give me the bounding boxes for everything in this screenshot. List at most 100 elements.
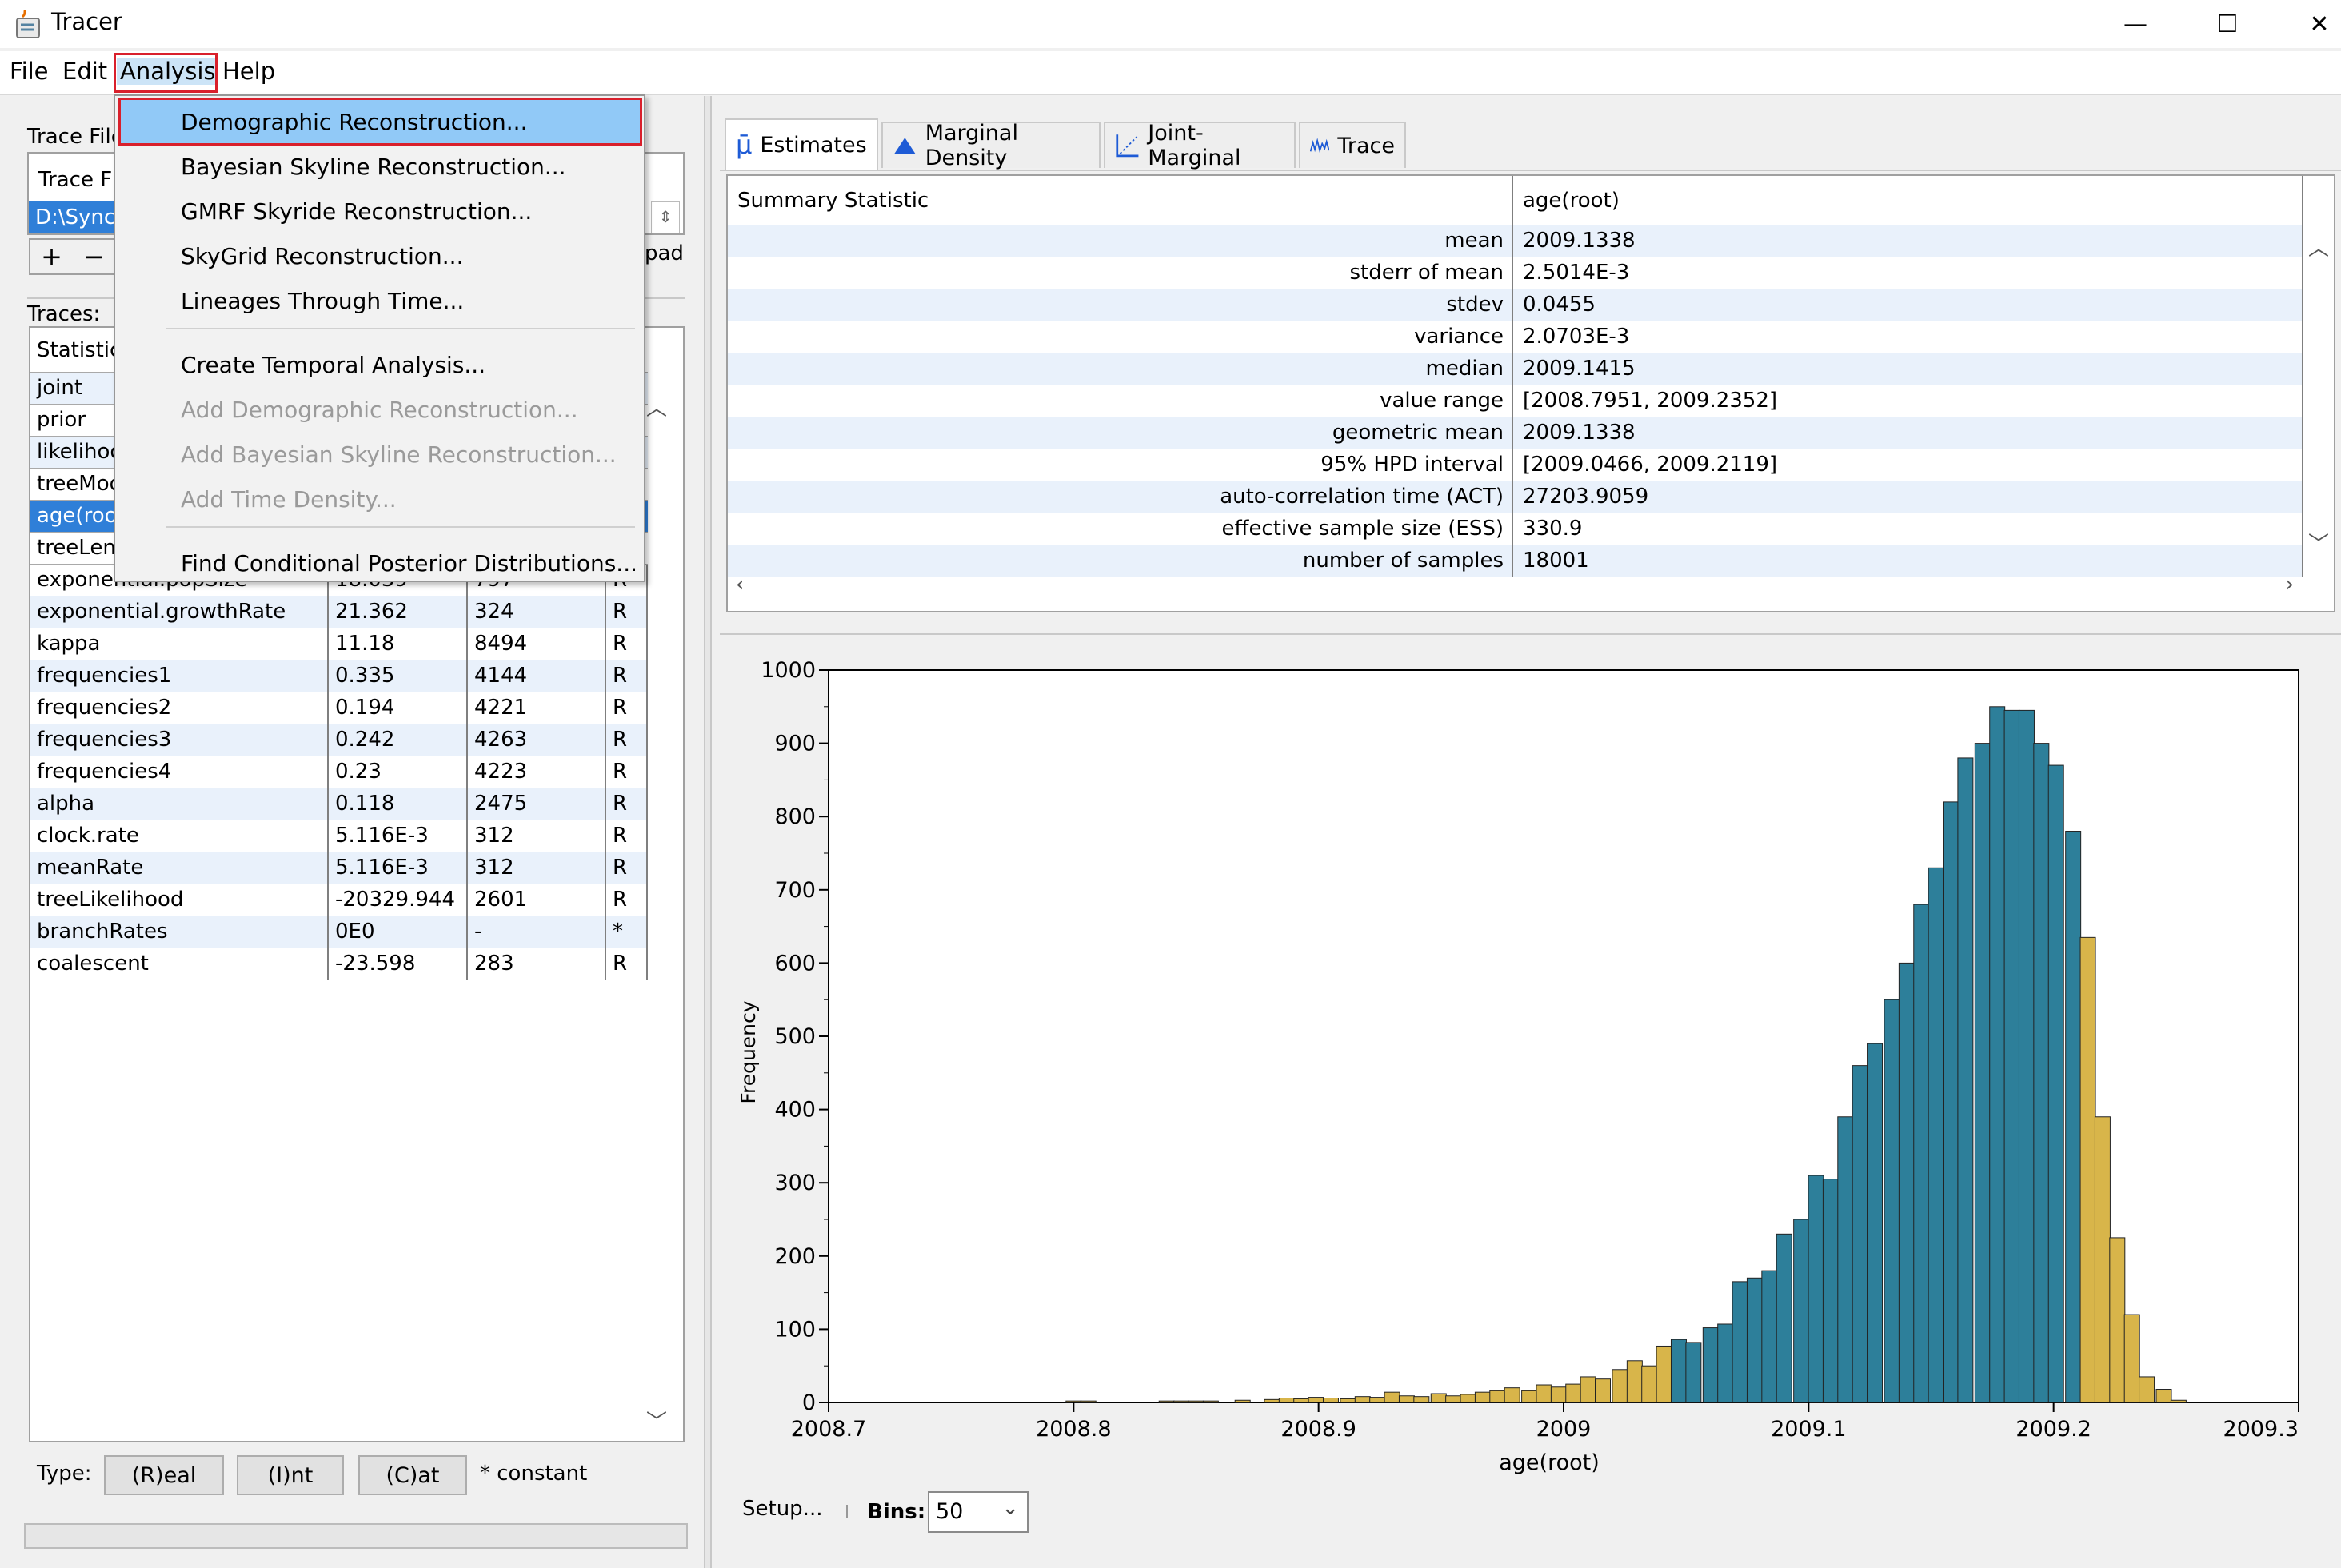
summary-row[interactable]: median 2009.1415 bbox=[728, 353, 2303, 385]
tab-estimates[interactable]: μ̄ Estimates bbox=[725, 118, 878, 170]
histogram-bar bbox=[2079, 936, 2096, 1403]
histogram-bar bbox=[1521, 1390, 1538, 1403]
menu-analysis[interactable]: Analysis bbox=[117, 58, 219, 85]
summary-row[interactable]: auto-correlation time (ACT) 27203.9059 bbox=[728, 481, 2303, 513]
traces-vertical-scrollbar[interactable]: ︿ ﹀ bbox=[640, 328, 683, 1439]
maximize-button[interactable]: ☐ bbox=[2216, 10, 2239, 38]
trace-ess: 4223 bbox=[468, 756, 606, 788]
menu-edit[interactable]: Edit bbox=[62, 58, 108, 85]
histogram-bar bbox=[2123, 1314, 2140, 1403]
title-bar bbox=[0, 0, 2341, 48]
trace-row[interactable]: frequencies3 0.242 4263 R bbox=[30, 724, 648, 756]
chevron-down-icon: ⌄ bbox=[1001, 1496, 1019, 1520]
trace-row[interactable]: branchRates 0E0- * bbox=[30, 916, 648, 948]
summary-stat-value: 27203.9059 bbox=[1513, 481, 2303, 513]
summary-row[interactable]: 95% HPD interval [2009.0466, 2009.2119] bbox=[728, 449, 2303, 481]
type-int-button[interactable]: (I)nt bbox=[237, 1455, 344, 1495]
tab-trace[interactable]: Trace bbox=[1299, 122, 1406, 168]
tab-marginal-density-label: Marginal Density bbox=[925, 121, 1018, 170]
scroll-down-icon[interactable]: ﹀ bbox=[646, 1410, 668, 1434]
trace-type: R bbox=[606, 596, 648, 628]
histogram-bar bbox=[1354, 1396, 1371, 1403]
scroll-up-icon[interactable]: ︿ bbox=[646, 397, 668, 421]
trace-name: meanRate bbox=[30, 852, 329, 884]
menu-file[interactable]: File bbox=[10, 58, 49, 85]
summary-scroll-left-icon[interactable]: ‹ bbox=[736, 573, 745, 596]
histogram-bar bbox=[1565, 1383, 1582, 1403]
progress-bar bbox=[24, 1523, 688, 1549]
y-axis-label: Frequency bbox=[737, 1000, 760, 1103]
trace-row[interactable]: alpha 0.118 2475 R bbox=[30, 788, 648, 820]
density-icon bbox=[893, 138, 916, 154]
analysis-menu-item[interactable]: Bayesian Skyline Reconstruction... bbox=[181, 154, 566, 180]
summary-stat-value: 2009.1415 bbox=[1513, 353, 2303, 385]
histogram-bar bbox=[1656, 1345, 1672, 1403]
analysis-menu-item[interactable]: SkyGrid Reconstruction... bbox=[181, 243, 464, 269]
x-tick-label: 2008.7 bbox=[791, 1417, 866, 1442]
summary-row[interactable]: geometric mean 2009.1338 bbox=[728, 417, 2303, 449]
trace-icon bbox=[1310, 138, 1330, 154]
tab-marginal-density[interactable]: Marginal Density bbox=[881, 121, 1101, 170]
type-cat-button[interactable]: (C)at bbox=[358, 1455, 467, 1495]
add-trace-button[interactable]: + bbox=[41, 241, 62, 272]
summary-scroll-down-icon[interactable]: ﹀ bbox=[2307, 533, 2329, 557]
summary-row[interactable]: stderr of mean 2.5014E-3 bbox=[728, 257, 2303, 289]
split-pane-divider[interactable] bbox=[704, 96, 712, 1568]
trace-row[interactable]: clock.rate 5.116E-3 312 R bbox=[30, 820, 648, 852]
histogram-bar bbox=[1928, 867, 1944, 1403]
type-real-button[interactable]: (R)eal bbox=[104, 1455, 224, 1495]
histogram-bar bbox=[1612, 1369, 1628, 1403]
histogram-bar bbox=[1173, 1400, 1190, 1403]
histogram-bar bbox=[1793, 1219, 1810, 1403]
histogram-bar bbox=[1430, 1393, 1447, 1403]
close-button[interactable]: ✕ bbox=[2309, 10, 2330, 38]
summary-stat-value: [2008.7951, 2009.2352] bbox=[1513, 385, 2303, 417]
remove-trace-button[interactable]: − bbox=[83, 241, 105, 272]
y-tick-label: 700 bbox=[774, 878, 816, 903]
bins-dropdown[interactable]: 50 ⌄ bbox=[928, 1491, 1029, 1533]
analysis-menu-item[interactable]: Demographic Reconstruction... bbox=[181, 109, 528, 135]
summary-row[interactable]: stdev 0.0455 bbox=[728, 289, 2303, 321]
summary-stat-name: stderr of mean bbox=[728, 257, 1513, 289]
summary-row[interactable]: effective sample size (ESS) 330.9 bbox=[728, 513, 2303, 545]
summary-row[interactable]: mean 2009.1338 bbox=[728, 225, 2303, 257]
summary-scroll-up-icon[interactable]: ︿ bbox=[2307, 237, 2329, 261]
menu-help[interactable]: Help bbox=[222, 58, 276, 85]
trace-row[interactable]: meanRate 5.116E-3 312 R bbox=[30, 852, 648, 884]
tab-joint-marginal[interactable]: Joint-Marginal bbox=[1104, 121, 1296, 170]
trace-row[interactable]: treeLikelihood -20329.944 2601 R bbox=[30, 884, 648, 916]
summary-stat-name: effective sample size (ESS) bbox=[728, 513, 1513, 545]
histogram-bar bbox=[1884, 999, 1900, 1403]
summary-stat-value: 18001 bbox=[1513, 545, 2303, 577]
reload-button-label[interactable]: pad bbox=[645, 241, 684, 265]
summary-scroll-right-icon[interactable]: › bbox=[2285, 573, 2294, 596]
trace-files-scroll-icon[interactable]: ⇕ bbox=[651, 201, 680, 233]
minimize-button[interactable]: — bbox=[2123, 10, 2147, 38]
type-label: Type: bbox=[37, 1462, 92, 1486]
histogram-bar bbox=[1308, 1397, 1324, 1403]
analysis-menu-item[interactable]: Find Conditional Posterior Distributions… bbox=[181, 550, 638, 577]
trace-row[interactable]: exponential.growthRate 21.362 324 R bbox=[30, 596, 648, 628]
trace-row[interactable]: coalescent -23.598 283 R bbox=[30, 948, 648, 980]
summary-stat-name: stdev bbox=[728, 289, 1513, 321]
trace-row[interactable]: frequencies2 0.194 4221 R bbox=[30, 692, 648, 724]
summary-row[interactable]: number of samples 18001 bbox=[728, 545, 2303, 577]
summary-row[interactable]: variance 2.0703E-3 bbox=[728, 321, 2303, 353]
trace-ess: 283 bbox=[468, 948, 606, 980]
summary-statistics-table[interactable]: Summary Statistic age(root) mean 2009.133… bbox=[726, 174, 2335, 612]
summary-stat-value: 2009.1338 bbox=[1513, 417, 2303, 449]
trace-row[interactable]: kappa 11.18 8494 R bbox=[30, 628, 648, 660]
analysis-menu-item[interactable]: Create Temporal Analysis... bbox=[181, 352, 486, 378]
histogram-bar bbox=[1867, 1043, 1884, 1403]
summary-row[interactable]: value range [2008.7951, 2009.2352] bbox=[728, 385, 2303, 417]
analysis-menu-item[interactable]: Lineages Through Time... bbox=[181, 288, 465, 314]
analysis-menu-item[interactable]: GMRF Skyride Reconstruction... bbox=[181, 198, 533, 225]
trace-row[interactable]: frequencies4 0.23 4223 R bbox=[30, 756, 648, 788]
summary-column-header[interactable]: age(root) bbox=[1513, 176, 2303, 225]
trace-row[interactable]: frequencies1 0.335 4144 R bbox=[30, 660, 648, 692]
summary-statistic-header[interactable]: Summary Statistic bbox=[728, 176, 1513, 225]
y-tick-label: 600 bbox=[774, 951, 816, 976]
histogram-bar bbox=[1913, 904, 1930, 1403]
histogram-bar bbox=[1626, 1360, 1643, 1403]
setup-button[interactable]: Setup... bbox=[742, 1497, 823, 1521]
